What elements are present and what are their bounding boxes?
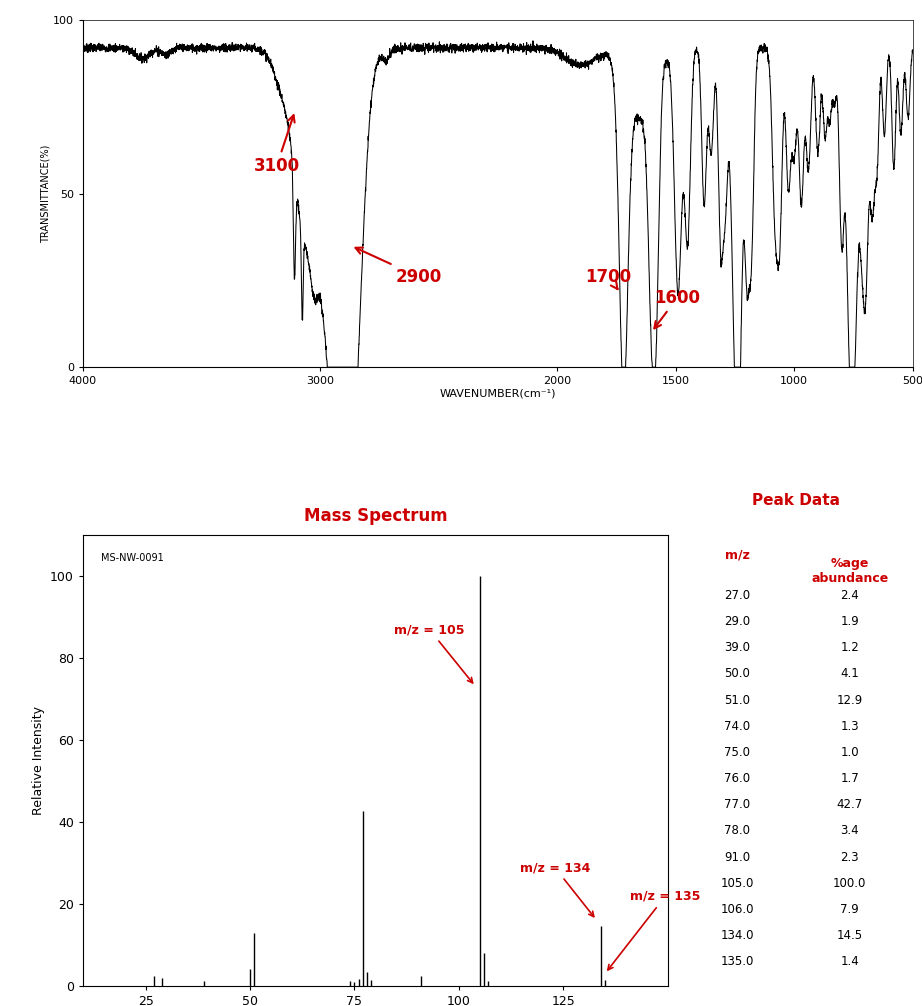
Text: 12.9: 12.9 <box>836 693 863 706</box>
Text: m/z = 134: m/z = 134 <box>520 861 594 916</box>
Text: 2.3: 2.3 <box>841 850 859 863</box>
Text: 1.2: 1.2 <box>841 641 859 654</box>
Text: 135.0: 135.0 <box>721 956 754 968</box>
Text: 77.0: 77.0 <box>725 798 751 811</box>
Text: m/z = 135: m/z = 135 <box>608 889 701 970</box>
Text: 3100: 3100 <box>254 116 300 175</box>
Text: 91.0: 91.0 <box>725 850 751 863</box>
Text: 1600: 1600 <box>655 289 701 328</box>
Text: 100.0: 100.0 <box>833 876 867 889</box>
Text: 2900: 2900 <box>356 247 443 286</box>
Text: 1.7: 1.7 <box>841 772 859 785</box>
Text: 14.5: 14.5 <box>837 929 863 942</box>
Text: MS-NW-0091: MS-NW-0091 <box>100 553 163 562</box>
Text: 42.7: 42.7 <box>836 798 863 811</box>
Text: 76.0: 76.0 <box>725 772 751 785</box>
Text: Peak Data: Peak Data <box>751 493 840 508</box>
Text: 2.4: 2.4 <box>841 589 859 602</box>
Text: m/z: m/z <box>725 548 750 561</box>
Text: 1700: 1700 <box>585 268 632 290</box>
Text: 78.0: 78.0 <box>725 824 751 837</box>
Text: 106.0: 106.0 <box>721 902 754 915</box>
Text: 7.9: 7.9 <box>841 902 859 915</box>
Text: 4.1: 4.1 <box>841 667 859 680</box>
Title: Mass Spectrum: Mass Spectrum <box>303 507 447 525</box>
Text: 27.0: 27.0 <box>725 589 751 602</box>
Text: 75.0: 75.0 <box>725 745 751 759</box>
X-axis label: WAVENUMBER(cm⁻¹): WAVENUMBER(cm⁻¹) <box>440 389 556 399</box>
Text: 74.0: 74.0 <box>725 719 751 732</box>
Text: 3.4: 3.4 <box>841 824 859 837</box>
Text: 134.0: 134.0 <box>721 929 754 942</box>
Text: m/z = 105: m/z = 105 <box>395 623 473 683</box>
Text: 50.0: 50.0 <box>725 667 751 680</box>
Text: 105.0: 105.0 <box>721 876 754 889</box>
Text: 1.4: 1.4 <box>841 956 859 968</box>
Text: 51.0: 51.0 <box>725 693 751 706</box>
Text: 1.0: 1.0 <box>841 745 859 759</box>
Text: %age
abundance: %age abundance <box>811 557 889 585</box>
Text: 39.0: 39.0 <box>725 641 751 654</box>
Text: 1.9: 1.9 <box>841 615 859 628</box>
Text: 29.0: 29.0 <box>725 615 751 628</box>
Y-axis label: TRANSMITTANCE(%): TRANSMITTANCE(%) <box>41 145 50 242</box>
Y-axis label: Relative Intensity: Relative Intensity <box>31 706 44 815</box>
Text: 1.3: 1.3 <box>841 719 859 732</box>
